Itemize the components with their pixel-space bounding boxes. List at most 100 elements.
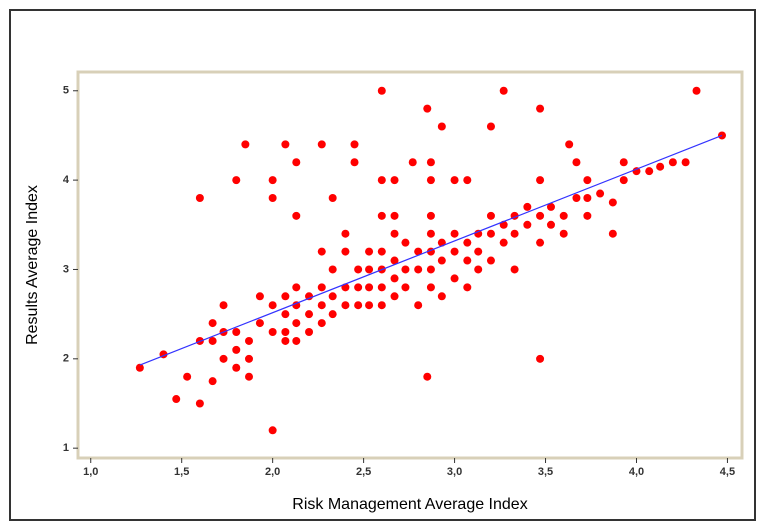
point [341,301,350,310]
point [377,283,386,292]
point [583,211,592,220]
point [377,301,386,310]
point [414,247,423,256]
point [426,229,435,238]
point [692,86,701,95]
point [423,372,432,381]
point [328,265,337,274]
point [559,229,568,238]
point [572,158,581,167]
point [268,193,277,202]
x-tick-label: 3,5 [538,466,553,478]
point [523,220,532,229]
point [328,310,337,319]
point [401,283,410,292]
x-tick-label: 1,5 [174,466,189,478]
point [255,292,264,301]
point [354,265,363,274]
point [281,328,290,337]
point [536,354,545,363]
point [426,283,435,292]
point [510,265,519,274]
point [350,140,359,149]
point [245,354,254,363]
point [390,274,399,283]
point [390,176,399,185]
x-axis-title: Risk Management Average Index [292,496,527,513]
point [450,176,459,185]
point [414,301,423,310]
point [632,167,641,176]
point [350,158,359,167]
point [668,158,677,167]
point [619,176,628,185]
point [426,265,435,274]
y-tick-label: 1 [63,442,69,454]
point [423,104,432,113]
point [583,193,592,202]
point [255,319,264,328]
point [135,363,144,372]
point [328,193,337,202]
point [546,220,555,229]
point [510,229,519,238]
point [365,247,374,256]
point [232,176,241,185]
point [354,301,363,310]
point [437,292,446,301]
point [305,328,314,337]
plot-area [76,70,744,460]
point [268,176,277,185]
point [219,354,228,363]
point [232,328,241,337]
x-tick-label: 2,5 [356,466,371,478]
point [426,158,435,167]
point [377,211,386,220]
point [281,336,290,345]
point [377,176,386,185]
point [408,158,417,167]
point [546,202,555,211]
point [499,86,508,95]
point [281,310,290,319]
x-tick-label: 4,5 [720,466,735,478]
point [365,283,374,292]
point [608,198,617,207]
y-tick-label: 3 [63,263,69,275]
point [437,122,446,131]
point [292,158,301,167]
point [414,265,423,274]
y-tick-label: 2 [63,353,69,365]
point [619,158,628,167]
point [536,104,545,113]
point [608,229,617,238]
point [317,301,326,310]
point [377,86,386,95]
point [390,256,399,265]
point [208,377,217,386]
point [208,336,217,345]
point [354,283,363,292]
trend-line [139,134,723,366]
point [292,283,301,292]
point [341,229,350,238]
point [565,140,574,149]
point [292,336,301,345]
x-tick-label: 4,0 [629,466,644,478]
point [536,238,545,247]
point [645,167,654,176]
point [486,229,495,238]
point [245,372,254,381]
point [341,247,350,256]
point [241,140,250,149]
point [596,189,605,198]
point [474,265,483,274]
point [401,238,410,247]
point [377,247,386,256]
point [172,395,181,404]
point [268,301,277,310]
point [463,176,472,185]
point [450,274,459,283]
point [523,202,532,211]
point [681,158,690,167]
